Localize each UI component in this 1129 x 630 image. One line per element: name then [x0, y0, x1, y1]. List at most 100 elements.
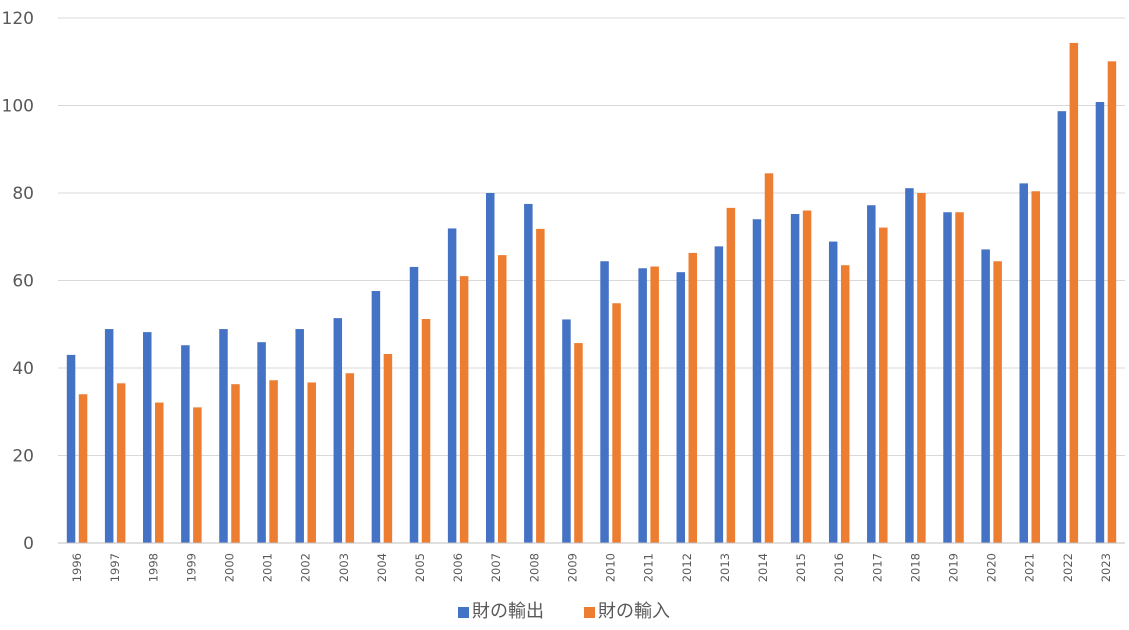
bar-export-2002: [295, 329, 304, 543]
bar-import-2015: [802, 210, 812, 543]
bar-import-2021: [1031, 191, 1040, 543]
x-tick-label: 2010: [604, 553, 618, 582]
legend-swatch: [584, 607, 595, 618]
y-axis-ticks: 0 20 40 60 80 100 120: [2, 9, 34, 554]
bar-import-1996: [78, 394, 88, 543]
x-tick-label: 1999: [184, 553, 198, 582]
x-tick-label: 2022: [1061, 553, 1075, 582]
bar-export-2001: [257, 342, 266, 543]
x-tick-label: 2012: [680, 553, 694, 582]
bar-import-2000: [231, 384, 240, 543]
bar-export-2009: [562, 319, 571, 543]
bar-export-2005: [409, 266, 419, 543]
bars: [66, 42, 1117, 543]
x-tick-label: 2019: [947, 553, 961, 582]
x-tick-label: 2007: [489, 553, 503, 582]
bar-import-2003: [345, 373, 355, 543]
x-tick-label: 2011: [642, 553, 656, 582]
bar-export-1999: [181, 345, 190, 543]
x-tick-label: 2023: [1099, 553, 1113, 582]
bar-import-2011: [650, 266, 659, 543]
x-tick-label: 2018: [908, 553, 922, 582]
bar-export-2003: [333, 318, 343, 543]
y-tick-label: 60: [12, 272, 34, 292]
bar-export-2007: [485, 193, 495, 543]
x-tick-label: 2008: [527, 553, 541, 582]
bar-import-2006: [459, 276, 469, 543]
bar-export-1997: [104, 329, 114, 543]
x-tick-label: 2002: [299, 553, 313, 582]
x-tick-label: 1997: [108, 553, 122, 582]
legend: 財の輸出 財の輸入: [458, 601, 670, 622]
y-tick-label: 40: [12, 359, 34, 379]
bar-export-2022: [1057, 111, 1067, 543]
bar-import-2019: [955, 212, 964, 543]
x-tick-label: 2004: [375, 553, 389, 582]
y-tick-label: 80: [12, 184, 34, 204]
bar-import-2001: [269, 380, 278, 543]
x-tick-label: 2000: [222, 553, 236, 582]
gridlines: [58, 17, 1125, 456]
bar-import-2008: [536, 228, 545, 543]
bar-export-2008: [524, 203, 533, 543]
x-tick-label: 2015: [794, 553, 808, 582]
bar-export-2018: [905, 188, 914, 543]
bar-import-1998: [155, 402, 164, 543]
bar-export-2023: [1095, 102, 1105, 543]
bar-export-2006: [447, 228, 457, 543]
bar-import-2022: [1069, 42, 1079, 543]
x-tick-label: 2003: [337, 553, 351, 582]
bar-export-2016: [828, 241, 838, 543]
bar-import-2009: [574, 343, 583, 543]
bar-export-2017: [867, 205, 876, 543]
bar-import-2016: [840, 265, 850, 543]
bar-export-2011: [638, 268, 647, 543]
bar-export-2014: [752, 219, 762, 543]
bar-import-2012: [688, 252, 698, 543]
x-tick-label: 2005: [413, 553, 427, 582]
bar-export-2004: [371, 291, 381, 543]
bar-export-1998: [143, 332, 152, 543]
x-tick-label: 2020: [985, 553, 999, 582]
bar-export-1996: [66, 354, 76, 543]
bar-export-2000: [219, 329, 228, 543]
x-tick-label: 2017: [870, 553, 884, 582]
bar-import-2014: [764, 173, 774, 543]
bar-import-2018: [917, 193, 926, 543]
bar-export-2021: [1019, 183, 1028, 543]
x-tick-label: 2009: [565, 553, 579, 582]
bar-export-2010: [600, 261, 609, 543]
legend-label: 財の輸出: [472, 601, 544, 622]
y-tick-label: 0: [23, 534, 34, 554]
bar-export-2019: [943, 212, 952, 543]
bar-import-2010: [612, 303, 621, 543]
x-tick-label: 1996: [70, 553, 84, 582]
legend-label: 財の輸入: [598, 601, 670, 622]
y-tick-label: 120: [2, 9, 34, 29]
bar-import-1997: [116, 383, 126, 543]
bar-import-2004: [383, 354, 393, 543]
x-tick-label: 2016: [832, 553, 846, 582]
x-axis-ticks: 1996 1997 1998 1999 2000 2001 2002 2003 2004 2005…: [70, 553, 1113, 582]
bar-export-2013: [714, 246, 724, 543]
bar-import-2002: [307, 382, 316, 543]
y-tick-label: 20: [12, 447, 34, 467]
bar-import-2017: [879, 227, 888, 543]
legend-swatch: [458, 607, 469, 618]
bar-import-2007: [497, 255, 507, 543]
bar-export-2015: [790, 214, 800, 543]
x-tick-label: 2006: [451, 553, 465, 582]
bar-export-2020: [981, 249, 990, 543]
x-tick-label: 2021: [1023, 553, 1037, 582]
x-tick-label: 1998: [146, 553, 160, 582]
x-tick-label: 2014: [756, 553, 770, 582]
bar-import-2020: [993, 261, 1002, 543]
bar-import-2013: [726, 207, 736, 543]
bar-export-2012: [676, 272, 686, 543]
x-tick-label: 2001: [261, 553, 275, 582]
bar-import-1999: [193, 407, 202, 543]
y-tick-label: 100: [2, 97, 34, 117]
bar-import-2023: [1107, 61, 1117, 543]
